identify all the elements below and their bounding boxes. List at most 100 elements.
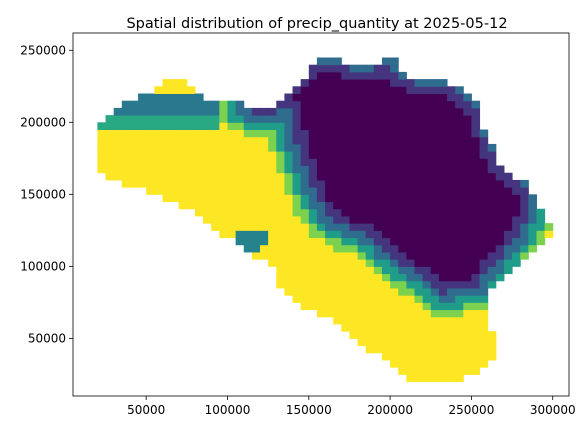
heatmap-cell <box>292 165 302 174</box>
heatmap-cell <box>227 172 237 181</box>
heatmap-cell <box>398 208 407 217</box>
heatmap-cell <box>398 187 407 195</box>
heatmap-cell <box>463 208 472 217</box>
heatmap-cell <box>341 237 350 246</box>
heatmap-cell <box>300 165 310 174</box>
y-tick-label: 200000 <box>20 115 66 129</box>
heatmap-cell <box>414 251 424 260</box>
heatmap-cell <box>300 244 310 253</box>
heatmap-cell <box>194 179 204 188</box>
heatmap-cell <box>381 244 391 253</box>
heatmap-cell <box>146 165 155 174</box>
heatmap-cell <box>300 100 310 109</box>
heatmap-cell <box>235 107 245 116</box>
heatmap-cell <box>300 287 310 296</box>
heatmap-cell <box>414 338 424 347</box>
heatmap-cell <box>463 230 472 239</box>
heatmap-cell <box>447 136 456 145</box>
heatmap-cell <box>357 151 367 159</box>
heatmap-cell <box>414 352 424 361</box>
heatmap-cell <box>373 295 383 303</box>
heatmap-cell <box>357 251 367 260</box>
heatmap-cell <box>268 172 277 181</box>
heatmap-cell <box>414 244 424 253</box>
heatmap-cell <box>325 64 334 73</box>
heatmap-cell <box>284 93 294 102</box>
heatmap-cell <box>406 115 416 123</box>
heatmap-cell <box>284 194 294 203</box>
heatmap-cell <box>422 122 432 131</box>
heatmap-cell <box>300 129 310 138</box>
heatmap-cell <box>447 100 456 109</box>
heatmap-cell <box>479 208 489 217</box>
heatmap-cell <box>430 338 440 347</box>
heatmap-cell <box>325 230 334 239</box>
heatmap-cell <box>105 165 115 174</box>
heatmap-cell <box>447 302 456 311</box>
heatmap-cell <box>381 259 391 267</box>
heatmap-cell <box>406 143 416 152</box>
heatmap-cell <box>251 122 261 131</box>
heatmap-cell <box>194 107 204 116</box>
heatmap-cell <box>194 187 204 195</box>
heatmap-cell <box>251 165 261 174</box>
heatmap-cell <box>300 143 310 152</box>
heatmap-cell <box>138 122 147 131</box>
heatmap-cell <box>146 172 155 181</box>
heatmap-cell <box>292 273 302 282</box>
heatmap-cell <box>455 316 464 325</box>
heatmap-cell <box>390 93 399 102</box>
heatmap-cell <box>357 64 367 73</box>
heatmap-cell <box>455 136 464 145</box>
heatmap-cell <box>438 107 448 116</box>
heatmap-cell <box>398 100 407 109</box>
heatmap-cell <box>406 151 416 159</box>
heatmap-cell <box>438 165 448 174</box>
heatmap-cell <box>325 57 334 66</box>
heatmap-cell <box>438 230 448 239</box>
heatmap-cell <box>235 100 245 109</box>
heatmap-cell <box>447 345 456 354</box>
heatmap-cell <box>325 158 334 167</box>
heatmap-cell <box>284 230 294 239</box>
heatmap-cell <box>365 215 375 224</box>
heatmap-cell <box>503 266 513 275</box>
heatmap-cell <box>455 86 464 94</box>
heatmap-cell <box>398 273 407 282</box>
heatmap-cell <box>495 179 505 188</box>
heatmap-cell <box>268 179 277 188</box>
heatmap-cell <box>178 93 188 102</box>
heatmap-cell <box>349 215 359 224</box>
heatmap-cell <box>381 136 391 145</box>
heatmap-cell <box>357 115 367 123</box>
heatmap-cell <box>235 201 245 210</box>
heatmap-cell <box>463 165 472 174</box>
heatmap-cell <box>406 316 416 325</box>
heatmap-cell <box>178 179 188 188</box>
heatmap-cell <box>276 129 285 138</box>
heatmap-cell <box>292 86 302 94</box>
heatmap-cell <box>455 208 464 217</box>
heatmap-cell <box>121 143 131 152</box>
heatmap-cell <box>390 194 399 203</box>
heatmap-cell <box>341 244 350 253</box>
heatmap-cell <box>146 151 155 159</box>
heatmap-cell <box>479 287 489 296</box>
heatmap-cell <box>243 194 253 203</box>
heatmap-cell <box>398 129 407 138</box>
heatmap-cell <box>129 143 139 152</box>
heatmap-cell <box>316 280 326 289</box>
heatmap-cell <box>487 273 497 282</box>
heatmap-cell <box>333 93 342 102</box>
heatmap-cell <box>341 129 350 138</box>
heatmap-cell <box>365 93 375 102</box>
heatmap-cell <box>243 143 253 152</box>
heatmap-cell <box>227 223 237 231</box>
heatmap-cell <box>455 237 464 246</box>
heatmap-cell <box>471 287 481 296</box>
heatmap-cell <box>105 115 115 123</box>
heatmap-cell <box>463 352 472 361</box>
heatmap-cell <box>154 129 163 138</box>
x-tick-label: 50000 <box>127 403 165 417</box>
heatmap-cell <box>390 86 399 94</box>
